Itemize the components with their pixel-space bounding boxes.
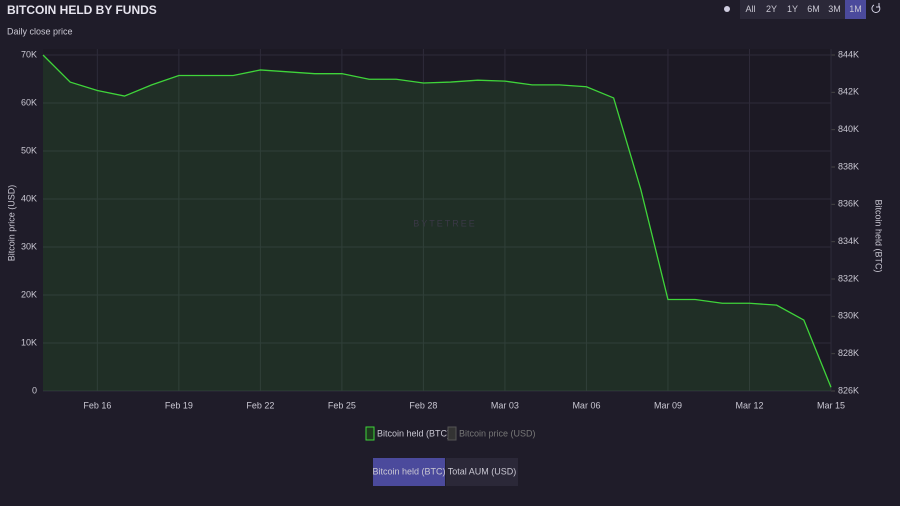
y-tick-label: 20K [21,289,37,299]
y2-tick-label: 826K [838,385,859,395]
y2-tick-label: 844K [838,49,859,59]
info-icon[interactable] [724,6,730,12]
y2-axis-title: Bitcoin held (BTC) [874,199,884,272]
y2-tick-label: 828K [838,348,859,358]
legend-label[interactable]: Bitcoin price (USD) [459,428,536,438]
y2-tick-label: 838K [838,161,859,171]
range-button[interactable] [740,0,761,19]
range-button[interactable] [845,0,866,19]
legend-swatch[interactable] [365,426,375,441]
x-tick-label: Feb 22 [246,400,274,410]
y2-tick-label: 842K [838,87,859,97]
y-tick-label: 30K [21,241,37,251]
legend-swatch[interactable] [447,426,457,441]
range-button-label[interactable]: 2Y [766,4,777,14]
range-button[interactable] [761,0,782,19]
series-line [42,54,832,388]
tab[interactable] [373,458,445,486]
x-tick-label: Feb 16 [83,400,111,410]
x-tick-label: Feb 25 [328,400,356,410]
y-tick-label: 50K [21,145,37,155]
y2-tick-label: 832K [838,273,859,283]
watermark: BYTETREE [413,218,477,228]
x-tick-label: Mar 12 [735,400,763,410]
tab-label[interactable]: Bitcoin held (BTC) [372,466,445,476]
y2-tick-label: 840K [838,124,859,134]
tab[interactable] [446,458,518,486]
range-button[interactable] [824,0,845,19]
x-tick-label: Mar 06 [572,400,600,410]
range-button-label[interactable]: All [745,4,755,14]
x-tick-label: Mar 15 [817,400,845,410]
y-tick-label: 70K [21,49,37,59]
refresh-icon[interactable] [871,3,881,13]
x-tick-label: Feb 19 [165,400,193,410]
range-button[interactable] [782,0,803,19]
title: BITCOIN HELD BY FUNDS [7,3,157,17]
y2-tick-label: 834K [838,236,859,246]
range-button-label[interactable]: 1Y [787,4,798,14]
x-tick-label: Mar 09 [654,400,682,410]
y-axis-title: Bitcoin price (USD) [6,185,16,262]
y2-tick-label: 836K [838,199,859,209]
subtitle: Daily close price [7,26,73,36]
x-tick-label: Mar 03 [491,400,519,410]
y-tick-label: 40K [21,193,37,203]
y2-tick-label: 830K [838,311,859,321]
x-tick-label: Feb 28 [409,400,437,410]
range-button-label[interactable]: 3M [828,4,841,14]
plot-area [43,49,831,391]
y-tick-label: 0 [32,385,37,395]
range-button[interactable] [803,0,824,19]
y-tick-label: 60K [21,97,37,107]
area-fill [43,55,831,391]
range-button-label[interactable]: 1M [849,4,862,14]
y-tick-label: 10K [21,337,37,347]
range-button-label[interactable]: 6M [807,4,820,14]
tab-label[interactable]: Total AUM (USD) [448,466,517,476]
legend-label[interactable]: Bitcoin held (BTC) [377,428,450,438]
